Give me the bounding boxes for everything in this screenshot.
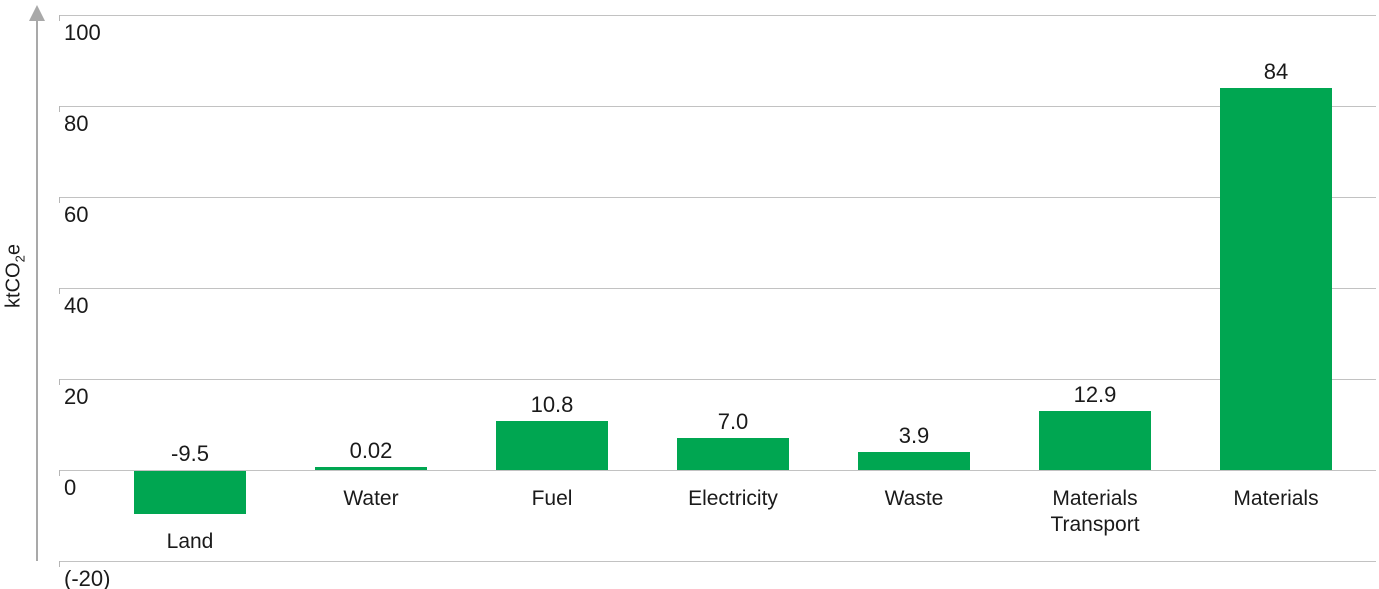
gridline-20 [59, 379, 1376, 385]
bar-value-label-fuel: 10.8 [530, 391, 574, 417]
bar-value-label-materials-transport: 12.9 [1073, 382, 1117, 408]
bar-materials-transport [1039, 411, 1151, 470]
bar-category-label-land: Land [166, 530, 214, 554]
y-tick-label--20: (-20) [64, 566, 111, 589]
bar-fuel [496, 420, 608, 470]
y-axis-line [36, 18, 38, 561]
bar-value-label-electricity: 7.0 [717, 409, 749, 435]
y-axis-arrow-icon [29, 5, 45, 21]
bar-materials [1220, 87, 1332, 470]
bar-category-label-water: Water [343, 487, 399, 510]
gridline-100 [59, 15, 1376, 21]
bar-water [315, 467, 427, 470]
bar-value-label-materials: 84 [1263, 58, 1289, 84]
bar-category-label-materials: Materials [1233, 487, 1319, 510]
bar-land [134, 471, 246, 515]
y-tick-label-60: 60 [64, 202, 89, 227]
bar-category-label-electricity: Electricity [688, 487, 778, 510]
gridline-40 [59, 288, 1376, 294]
gridline-60 [59, 197, 1376, 203]
gridline-0 [59, 470, 1376, 476]
y-tick-label-20: 20 [64, 384, 89, 409]
y-tick-label-40: 40 [64, 293, 89, 318]
bar-category-label-fuel: Fuel [531, 487, 573, 510]
y-tick-label-80: 80 [64, 111, 89, 136]
y-tick-label-0: 0 [64, 475, 77, 500]
y-tick-label-100: 100 [64, 20, 101, 45]
bar-value-label-water: 0.02 [349, 438, 393, 463]
gridline-80 [59, 106, 1376, 112]
bar-value-label-land: -9.5 [171, 441, 209, 466]
bar-waste [858, 452, 970, 470]
gridline--20 [59, 561, 1376, 567]
bar-category-label-materials-transport: Materials Transport [1050, 487, 1140, 536]
bar-value-label-waste: 3.9 [898, 423, 930, 449]
bar-electricity [677, 438, 789, 470]
bar-category-label-waste: Waste [884, 487, 944, 510]
